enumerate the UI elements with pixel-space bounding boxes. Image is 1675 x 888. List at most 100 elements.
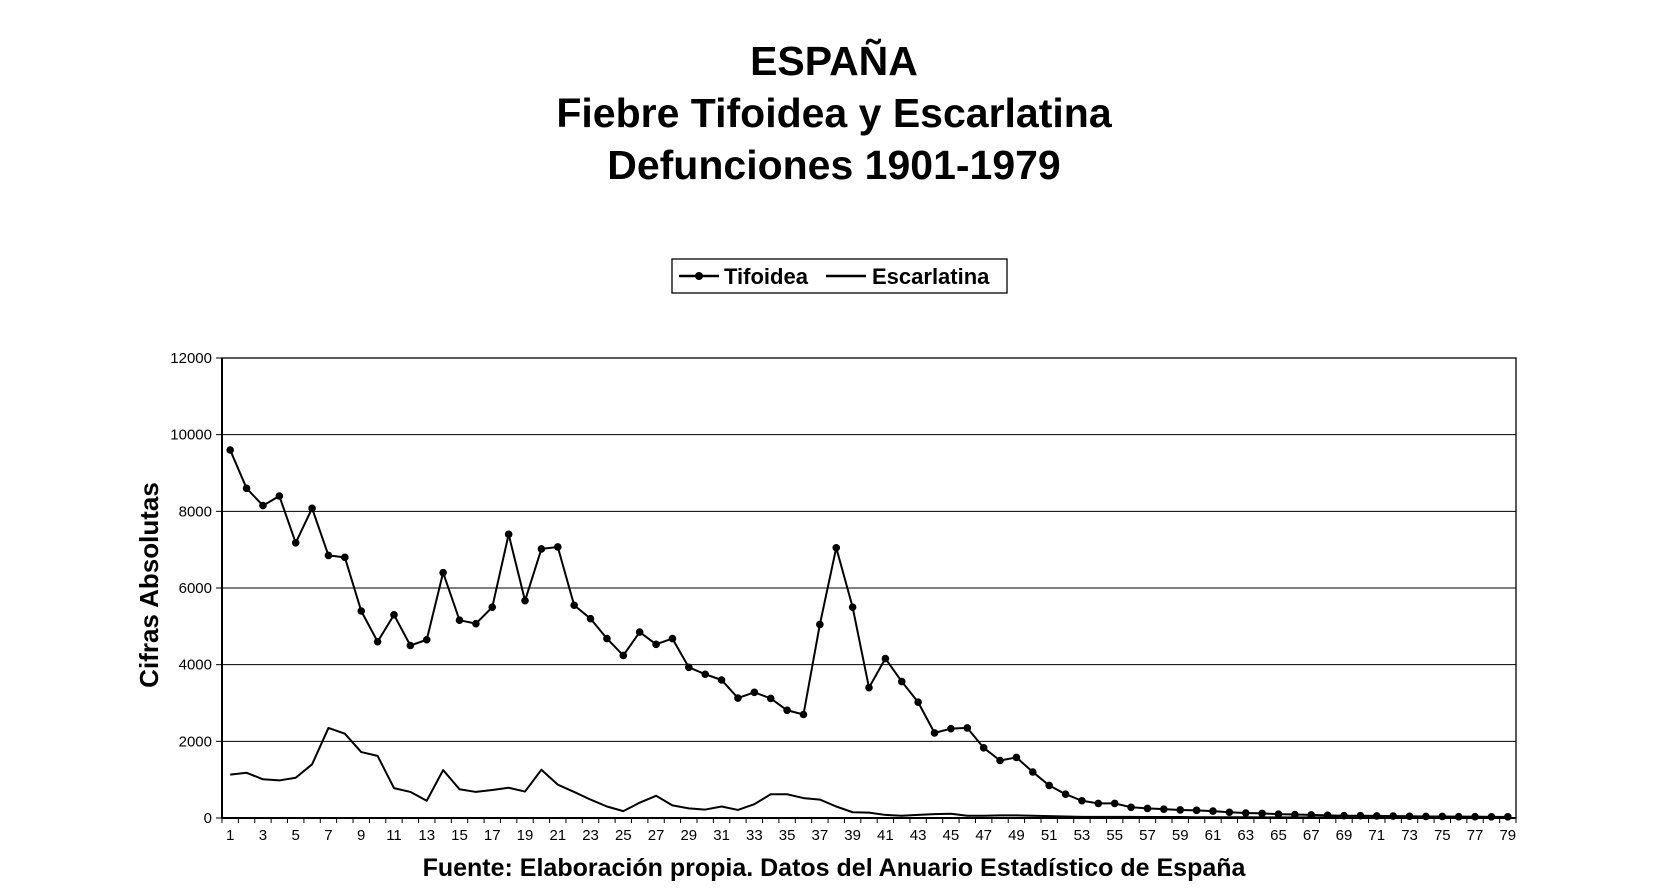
data-point-tifoidea [1192,806,1201,815]
data-point-tifoidea [603,634,611,643]
data-point-tifoidea [488,603,497,611]
data-point-tifoidea [1209,807,1217,815]
data-point-tifoidea [1028,768,1037,776]
data-point-tifoidea [1094,799,1103,808]
x-tick-label: 45 [943,827,960,844]
x-tick-label: 61 [1205,827,1222,844]
x-tick-label: 3 [259,827,267,844]
data-point-tifoidea [1012,753,1021,762]
x-tick-label: 13 [418,827,435,844]
data-point-tifoidea [1176,806,1185,814]
data-point-tifoidea [1127,803,1135,812]
x-tick-label: 37 [812,827,829,844]
x-tick-label: 27 [648,827,665,844]
data-point-tifoidea [521,596,529,605]
y-tick-label: 8000 [179,503,212,520]
data-point-tifoidea [1422,812,1430,821]
data-point-tifoidea [1241,809,1250,817]
x-tick-label: 31 [713,827,730,844]
data-point-tifoidea [734,694,742,702]
data-point-tifoidea [668,634,677,643]
x-tick-label: 55 [1106,827,1123,844]
data-point-tifoidea [472,619,480,628]
data-point-tifoidea [1225,808,1234,817]
data-point-tifoidea [750,688,759,697]
x-tick-label: 53 [1074,827,1091,844]
data-point-tifoidea [553,543,562,551]
x-tick-label: 63 [1237,827,1254,844]
data-point-tifoidea [406,641,415,650]
data-point-tifoidea [1258,809,1266,818]
x-tick-label: 69 [1336,827,1353,844]
data-point-tifoidea [947,724,955,733]
x-tick-label: 43 [910,827,927,844]
data-point-tifoidea [357,607,366,615]
y-tick-label: 2000 [179,733,212,750]
chart-title-line-3: Defunciones 1901-1979 [607,142,1061,188]
data-point-tifoidea [914,698,922,707]
data-point-tifoidea [259,501,267,510]
data-point-tifoidea [783,706,791,715]
x-tick-label: 15 [451,827,468,844]
data-point-tifoidea [1160,805,1168,813]
data-point-tifoidea [537,545,546,553]
legend: Tifoidea Escarlatina [671,258,1008,294]
data-point-tifoidea [390,611,398,619]
y-tick-label: 6000 [179,580,212,597]
data-point-tifoidea [226,446,234,454]
data-point-tifoidea [504,530,513,539]
data-point-tifoidea [799,710,808,719]
x-tick-label: 33 [746,827,763,844]
data-point-tifoidea [1078,796,1086,805]
x-tick-label: 41 [877,827,894,844]
data-point-tifoidea [717,676,726,684]
x-tick-label: 21 [549,827,566,844]
x-tick-label: 9 [357,827,365,844]
x-tick-label: 39 [844,827,861,844]
x-tick-label: 79 [1499,827,1516,844]
data-point-tifoidea [619,651,628,660]
data-point-tifoidea [308,504,316,513]
data-point-tifoidea [1110,799,1119,808]
data-point-tifoidea [1487,813,1496,821]
data-point-tifoidea [1438,812,1447,821]
x-tick-label: 77 [1467,827,1484,844]
y-tick-label: 10000 [170,427,212,444]
data-point-tifoidea [930,729,939,737]
data-point-tifoidea [455,616,464,624]
data-point-tifoidea [242,484,251,493]
data-point-tifoidea [1143,804,1152,813]
legend-marker-tifoidea [695,272,703,280]
data-point-tifoidea [1307,811,1316,819]
data-point-tifoidea [1323,811,1332,820]
data-point-tifoidea [422,635,431,644]
x-tick-label: 11 [386,827,402,844]
data-point-tifoidea [766,694,775,703]
data-point-tifoidea [816,620,824,629]
x-tick-label: 47 [975,827,992,844]
data-point-tifoidea [1471,812,1479,821]
y-tick-label: 0 [204,810,212,827]
data-point-tifoidea [1356,811,1365,820]
data-point-tifoidea [832,543,841,552]
x-tick-label: 25 [615,827,632,844]
data-point-tifoidea [1291,810,1299,819]
series-markers [226,446,1512,821]
data-point-tifoidea [848,603,857,611]
x-tick-label: 59 [1172,827,1189,844]
y-axis: 0 2000 4000 6000 8000 10000 12000 [170,350,222,827]
x-tick-label: 51 [1041,827,1058,844]
x-tick-label: 5 [292,827,300,844]
y-tick-label: 4000 [179,657,212,674]
data-point-tifoidea [701,670,710,679]
data-point-tifoidea [586,614,595,623]
legend-label-escarlatina: Escarlatina [872,264,990,289]
data-point-tifoidea [439,568,447,577]
data-point-tifoidea [324,551,333,560]
y-tick-label: 12000 [170,350,212,367]
x-tick-label: 57 [1139,827,1156,844]
x-axis: 1 3 5 7 9 11 13 15 17 19 21 23 25 27 29 31 33 35 37 39 41 43 4… [221,818,1517,844]
data-point-tifoidea [1454,812,1463,821]
series-lines [229,449,1508,819]
